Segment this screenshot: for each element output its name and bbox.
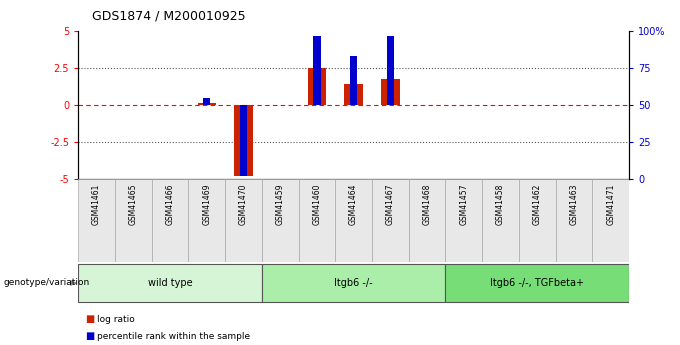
Bar: [335, 179, 372, 262]
Text: GSM41458: GSM41458: [496, 184, 505, 225]
Text: GSM41471: GSM41471: [606, 184, 615, 225]
Text: GSM41466: GSM41466: [165, 184, 175, 225]
Text: Itgb6 -/-: Itgb6 -/-: [335, 278, 373, 288]
Bar: [188, 179, 225, 262]
Bar: [344, 85, 363, 105]
Bar: [445, 179, 482, 262]
Bar: [203, 98, 210, 105]
Bar: [115, 179, 152, 262]
Text: GSM41459: GSM41459: [275, 184, 285, 225]
Bar: [262, 264, 445, 302]
Bar: [234, 105, 253, 176]
Text: GSM41468: GSM41468: [422, 184, 432, 225]
Bar: [592, 179, 629, 262]
Bar: [307, 68, 326, 105]
Bar: [78, 179, 115, 262]
Text: Itgb6 -/-, TGFbeta+: Itgb6 -/-, TGFbeta+: [490, 278, 584, 288]
Text: genotype/variation: genotype/variation: [3, 278, 90, 287]
Text: GSM41465: GSM41465: [129, 184, 138, 225]
Text: GSM41463: GSM41463: [569, 184, 579, 225]
Text: GSM41462: GSM41462: [532, 184, 542, 225]
Text: GSM41469: GSM41469: [202, 184, 211, 225]
Text: ■: ■: [85, 332, 95, 341]
Bar: [445, 264, 629, 302]
Bar: [313, 36, 320, 105]
Bar: [262, 179, 299, 262]
Bar: [482, 179, 519, 262]
Bar: [197, 103, 216, 105]
Text: log ratio: log ratio: [97, 315, 135, 324]
Text: wild type: wild type: [148, 278, 192, 288]
Text: GSM41460: GSM41460: [312, 184, 322, 225]
Text: percentile rank within the sample: percentile rank within the sample: [97, 332, 250, 341]
Text: GSM41457: GSM41457: [459, 184, 469, 225]
Bar: [387, 36, 394, 105]
Text: GSM41464: GSM41464: [349, 184, 358, 225]
Bar: [350, 56, 357, 105]
Text: GDS1874 / M200010925: GDS1874 / M200010925: [92, 9, 245, 22]
Bar: [78, 264, 262, 302]
Text: GSM41470: GSM41470: [239, 184, 248, 225]
Bar: [372, 179, 409, 262]
Bar: [556, 179, 592, 262]
Bar: [519, 179, 556, 262]
Bar: [225, 179, 262, 262]
Text: GSM41467: GSM41467: [386, 184, 395, 225]
Bar: [152, 179, 188, 262]
Bar: [409, 179, 445, 262]
Bar: [299, 179, 335, 262]
Text: GSM41461: GSM41461: [92, 184, 101, 225]
Bar: [381, 79, 400, 105]
Text: ■: ■: [85, 314, 95, 324]
Bar: [240, 105, 247, 176]
